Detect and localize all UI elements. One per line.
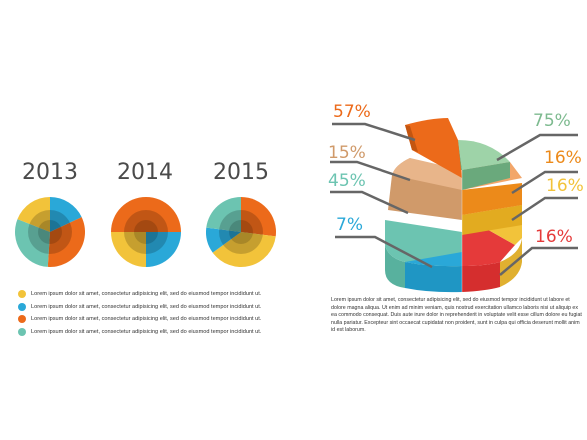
label-16-percent-yellow: 16% [546,176,584,196]
donut-2013-slice-3 [17,197,50,232]
cylinder-side-yellow [500,238,522,287]
donut-2013-inner-ring [28,210,72,254]
donut-2015-slice-1 [212,232,276,267]
legend-dot-teal [18,328,26,337]
legend-text: Lorem ipsum dolor sit amet, consectetur … [31,303,262,310]
leader-7 [335,235,433,269]
leader-57 [332,122,416,142]
label-45-percent: 45% [328,171,366,191]
slice-orange-right [462,183,522,215]
label-15-percent: 15% [328,143,366,163]
donut-2015-slice-2 [206,227,241,253]
donut-2013-slice-0 [50,197,82,232]
donut-2014-slice-3 [111,197,146,232]
donut-2014-slice-0 [146,197,181,232]
donut-2015-slice-3 [206,196,241,232]
yearly-donut-charts [14,196,276,267]
donut-2013-center [38,220,62,244]
donut-2015-inner-ring [219,210,263,254]
leader-45 [330,190,409,215]
label-75-percent: 75% [533,111,571,131]
slice-orange-top [405,118,462,178]
cylinder-pie-chart [385,118,522,293]
donut-2014-center [134,220,158,244]
label-16-percent-red: 16% [535,227,573,247]
year-title-2013: 2013 [22,160,78,185]
description-paragraph: Lorem ipsum dolor sit amet, consectetur … [331,297,582,334]
donut-2013-slice-1 [47,217,85,267]
legend-text: Lorem ipsum dolor sit amet, consectetur … [31,316,262,323]
slice-green [458,140,510,170]
donut-2014-slice-1 [146,232,181,267]
leader-15 [330,160,411,182]
legend-item: Lorem ipsum dolor sit amet, consectetur … [18,313,288,326]
legend-dot-orange [18,315,26,324]
cylinder-side-blue [405,262,462,293]
leader-16c [499,246,578,276]
year-title-2015: 2015 [213,160,269,185]
slice-teal [385,220,462,267]
donut-2015-center [229,220,253,244]
slice-blue [405,252,462,267]
legend-text: Lorem ipsum dolor sit amet, consectetur … [31,291,262,298]
label-16-percent-orange: 16% [544,148,582,168]
legend: Lorem ipsum dolor sit amet, consectetur … [18,288,288,338]
cylinder-side-teal [385,245,405,288]
legend-item: Lorem ipsum dolor sit amet, consectetur … [18,326,288,339]
donut-2013-slice-2 [14,219,50,267]
legend-item: Lorem ipsum dolor sit amet, consectetur … [18,301,288,314]
label-57-percent: 57% [333,102,371,122]
legend-dot-blue [18,302,26,311]
year-title-2014: 2014 [117,160,173,185]
slice-green-front [462,162,510,190]
donut-2015-slice-0 [241,197,276,237]
cylinder-side-red [462,262,500,292]
donut-2014-inner-ring [124,210,168,254]
legend-dot-yellow [18,290,26,299]
leader-75 [496,133,578,162]
leader-16a [511,170,578,195]
legend-text: Lorem ipsum dolor sit amet, consectetur … [31,329,262,336]
leader-16b [511,196,578,222]
label-7-percent: 7% [336,215,363,235]
donut-2014-slice-2 [111,232,146,267]
leader-lines [330,122,578,276]
legend-item: Lorem ipsum dolor sit amet, consectetur … [18,288,288,301]
